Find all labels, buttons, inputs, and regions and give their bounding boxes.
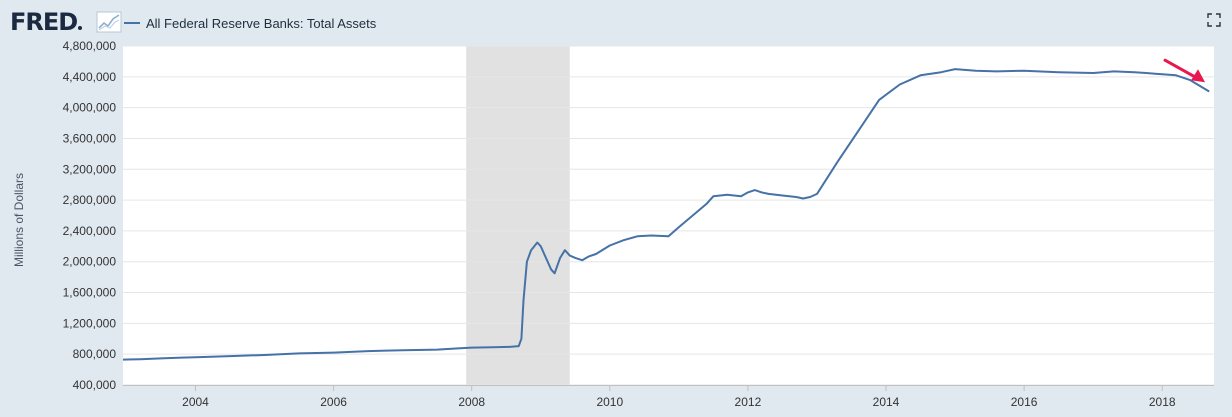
logo-dot <box>78 26 83 30</box>
fullscreen-icon[interactable] <box>1207 13 1221 27</box>
y-tick-label: 3,600,000 <box>63 131 117 145</box>
y-tick-label: 1,600,000 <box>63 286 117 300</box>
y-tick-label: 2,400,000 <box>63 224 117 238</box>
x-tick-label: 2014 <box>873 395 900 409</box>
legend-label: All Federal Reserve Banks: Total Assets <box>146 15 377 31</box>
y-tick-label: 2,800,000 <box>63 193 117 207</box>
x-tick-label: 2018 <box>1149 395 1176 409</box>
x-tick-label: 2012 <box>735 395 762 409</box>
series-line <box>122 68 1210 361</box>
x-tick-label: 2016 <box>1011 395 1038 409</box>
recession-band <box>466 46 570 385</box>
y-tick-label: 4,400,000 <box>63 70 117 84</box>
fred-logo[interactable]: FRED <box>10 8 83 36</box>
x-tick-label: 2010 <box>596 395 623 409</box>
y-tick-label: 4,000,000 <box>63 101 117 115</box>
x-tick-label: 2008 <box>458 395 485 409</box>
y-tick-label: 4,800,000 <box>63 39 117 53</box>
y-tick-label: 3,200,000 <box>63 162 117 176</box>
y-tick-label: 2,000,000 <box>63 255 117 269</box>
y-tick-label: 400,000 <box>73 378 117 392</box>
x-tick-label: 2004 <box>182 395 209 409</box>
annotation-arrow-shaft <box>1163 58 1201 81</box>
legend-swatch <box>124 22 140 24</box>
plot-background <box>123 46 1214 385</box>
logo-text: FRED <box>10 8 78 36</box>
chart-header: FRED All Federal Reserve Banks: Total As… <box>0 0 1232 44</box>
legend[interactable]: All Federal Reserve Banks: Total Assets <box>124 14 376 32</box>
y-tick-label: 1,200,000 <box>63 316 117 330</box>
fred-chart-icon <box>96 11 122 33</box>
x-tick-label: 2006 <box>320 395 347 409</box>
y-tick-label: 800,000 <box>73 347 117 361</box>
annotation-arrow-head <box>1191 69 1206 83</box>
